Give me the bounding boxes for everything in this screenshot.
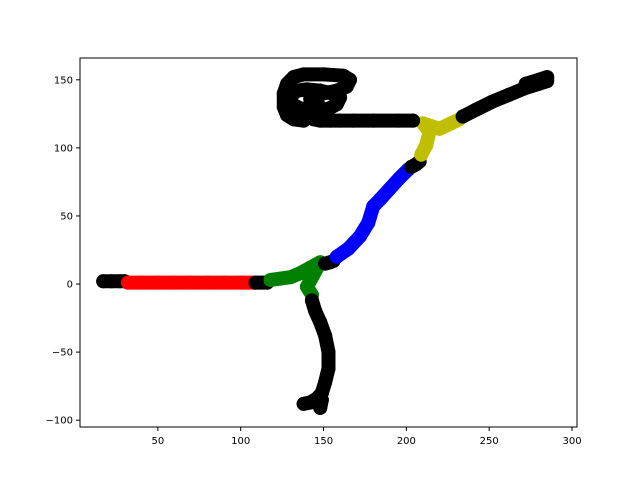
y-tick-label: 100 — [54, 143, 73, 154]
x-tick-label: 50 — [151, 436, 164, 447]
series-9-point-9 — [518, 76, 533, 91]
x-tick-label: 100 — [231, 436, 250, 447]
x-tick-label: 250 — [480, 436, 499, 447]
series-1-point-2 — [150, 275, 165, 290]
y-tick-label: 0 — [67, 280, 73, 291]
plot-frame — [79, 57, 578, 428]
y-tick-label: −50 — [52, 348, 73, 359]
series-8-point-4 — [432, 121, 447, 136]
series-4-point-5 — [321, 361, 336, 376]
series-6-point-0 — [329, 249, 344, 264]
series-9-point-3 — [502, 87, 517, 102]
series-1-point-0 — [121, 275, 136, 290]
series-10-point-24 — [316, 86, 331, 101]
y-tick-label: −100 — [46, 416, 73, 427]
series-1-point-5 — [200, 275, 215, 290]
series-10-point-4 — [333, 113, 348, 128]
series-4-point-10 — [296, 396, 311, 411]
series-9-point-0 — [455, 109, 470, 124]
series-10-point-2 — [366, 113, 381, 128]
series-1-point-1 — [134, 275, 149, 290]
y-tick-label: 50 — [60, 211, 73, 222]
series-4-point-2 — [313, 315, 328, 330]
series-4-point-0 — [304, 293, 319, 308]
series-10-point-37 — [296, 113, 311, 128]
series-10-point-1 — [391, 113, 406, 128]
x-tick-label: 300 — [562, 436, 581, 447]
series-10-point-29 — [316, 67, 331, 82]
series-9-point-1 — [468, 102, 483, 117]
series-6-point-5 — [372, 192, 387, 207]
series-1-point-3 — [167, 275, 182, 290]
series-9-point-2 — [485, 94, 500, 109]
series-4-point-1 — [308, 304, 323, 319]
y-axis: −100 −50 0 50 100 150 — [46, 75, 80, 427]
series-4-point-3 — [318, 328, 333, 343]
x-tick-label: 150 — [314, 436, 333, 447]
series-10-point-0 — [405, 113, 420, 128]
series-10-point-5 — [323, 113, 338, 128]
series-9-point-8 — [531, 72, 546, 87]
series-4-point-4 — [321, 345, 336, 360]
series-4-point-6 — [318, 375, 333, 390]
series-8-point-1 — [419, 138, 434, 153]
series-10-point-28 — [336, 68, 351, 83]
x-tick-label: 200 — [397, 436, 416, 447]
series-1-point-4 — [183, 275, 198, 290]
series-1-point-6 — [217, 275, 232, 290]
plot-marks — [96, 67, 555, 415]
series-10-point-3 — [346, 113, 361, 128]
series-6-point-2 — [352, 229, 367, 244]
series-6-point-1 — [341, 241, 356, 256]
series-6-point-3 — [361, 215, 376, 230]
series-6-point-6 — [382, 181, 397, 196]
x-axis: 50 100 150 200 250 300 — [151, 427, 582, 447]
y-tick-label: 150 — [54, 75, 73, 86]
series-4-point-12 — [313, 400, 328, 415]
series-10-point-33 — [276, 86, 291, 101]
series-1-point-7 — [233, 275, 248, 290]
